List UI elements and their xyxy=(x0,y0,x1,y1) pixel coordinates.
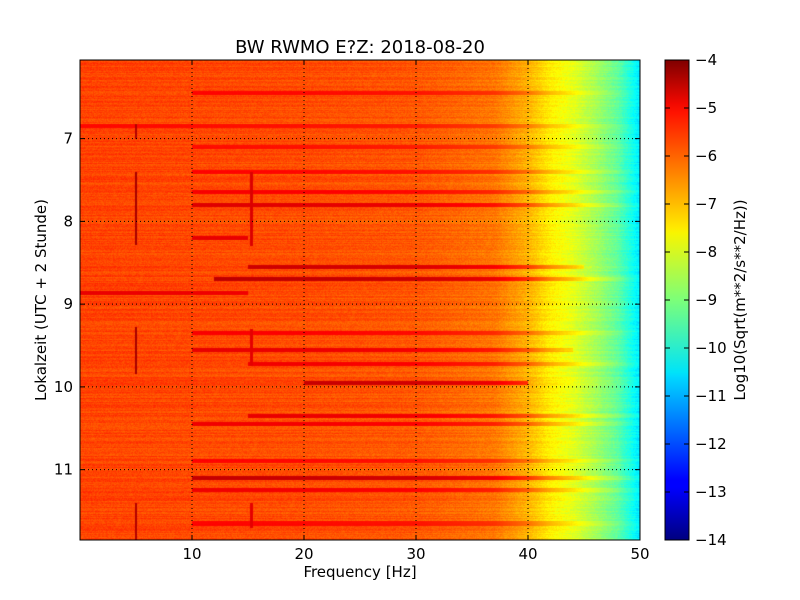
colorbar-tick-label: −12 xyxy=(695,435,727,453)
colorbar-ticks: −4 −5 −6 −7 −8 −9 −10 −11 −12 −13 −14 xyxy=(665,51,727,549)
colorbar-tick-label: −10 xyxy=(695,339,727,357)
plot-frame xyxy=(79,59,641,541)
spectrogram-plot: 10 20 30 40 50 7 8 9 10 11 xyxy=(54,59,650,563)
colorbar-tick-label: −7 xyxy=(695,195,717,213)
x-axis-label: Frequency [Hz] xyxy=(303,563,416,581)
y-tick-label: 9 xyxy=(63,295,73,313)
spectrogram-heatmap xyxy=(80,60,640,540)
x-axis: 10 20 30 40 50 xyxy=(182,60,650,563)
x-tick-label: 10 xyxy=(182,545,201,563)
y-axis-label: Lokalzeit (UTC + 2 Stunde) xyxy=(32,199,50,401)
y-tick-label: 11 xyxy=(54,461,73,479)
colorbar-tick-label: −11 xyxy=(695,387,727,405)
colorbar-tick-label: −6 xyxy=(695,147,717,165)
y-axis: 7 8 9 10 11 xyxy=(54,130,640,479)
y-tick-label: 7 xyxy=(63,130,73,148)
y-tick-label: 8 xyxy=(63,212,73,230)
x-tick-label: 20 xyxy=(294,545,313,563)
chart-title: BW RWMO E?Z: 2018-08-20 xyxy=(235,37,485,58)
colorbar-label: Log10(Sqrt(m**2/s**2/Hz)) xyxy=(731,199,749,400)
x-tick-label: 30 xyxy=(406,545,425,563)
y-tick-label: 10 xyxy=(54,378,73,396)
colorbar-tick-label: −4 xyxy=(695,51,717,69)
grid-lines xyxy=(80,60,640,540)
x-tick-label: 50 xyxy=(630,545,649,563)
colorbar-tick-label: −13 xyxy=(695,483,727,501)
colorbar-tick-label: −8 xyxy=(695,243,717,261)
x-tick-label: 40 xyxy=(518,545,537,563)
colorbar-tick-label: −9 xyxy=(695,291,717,309)
colorbar-tick-label: −5 xyxy=(695,99,717,117)
colorbar-tick-label: −14 xyxy=(695,531,727,549)
colorbar: −4 −5 −6 −7 −8 −9 −10 −11 −12 −13 −14 Log10(Sqrt(m… xyxy=(664,51,749,549)
